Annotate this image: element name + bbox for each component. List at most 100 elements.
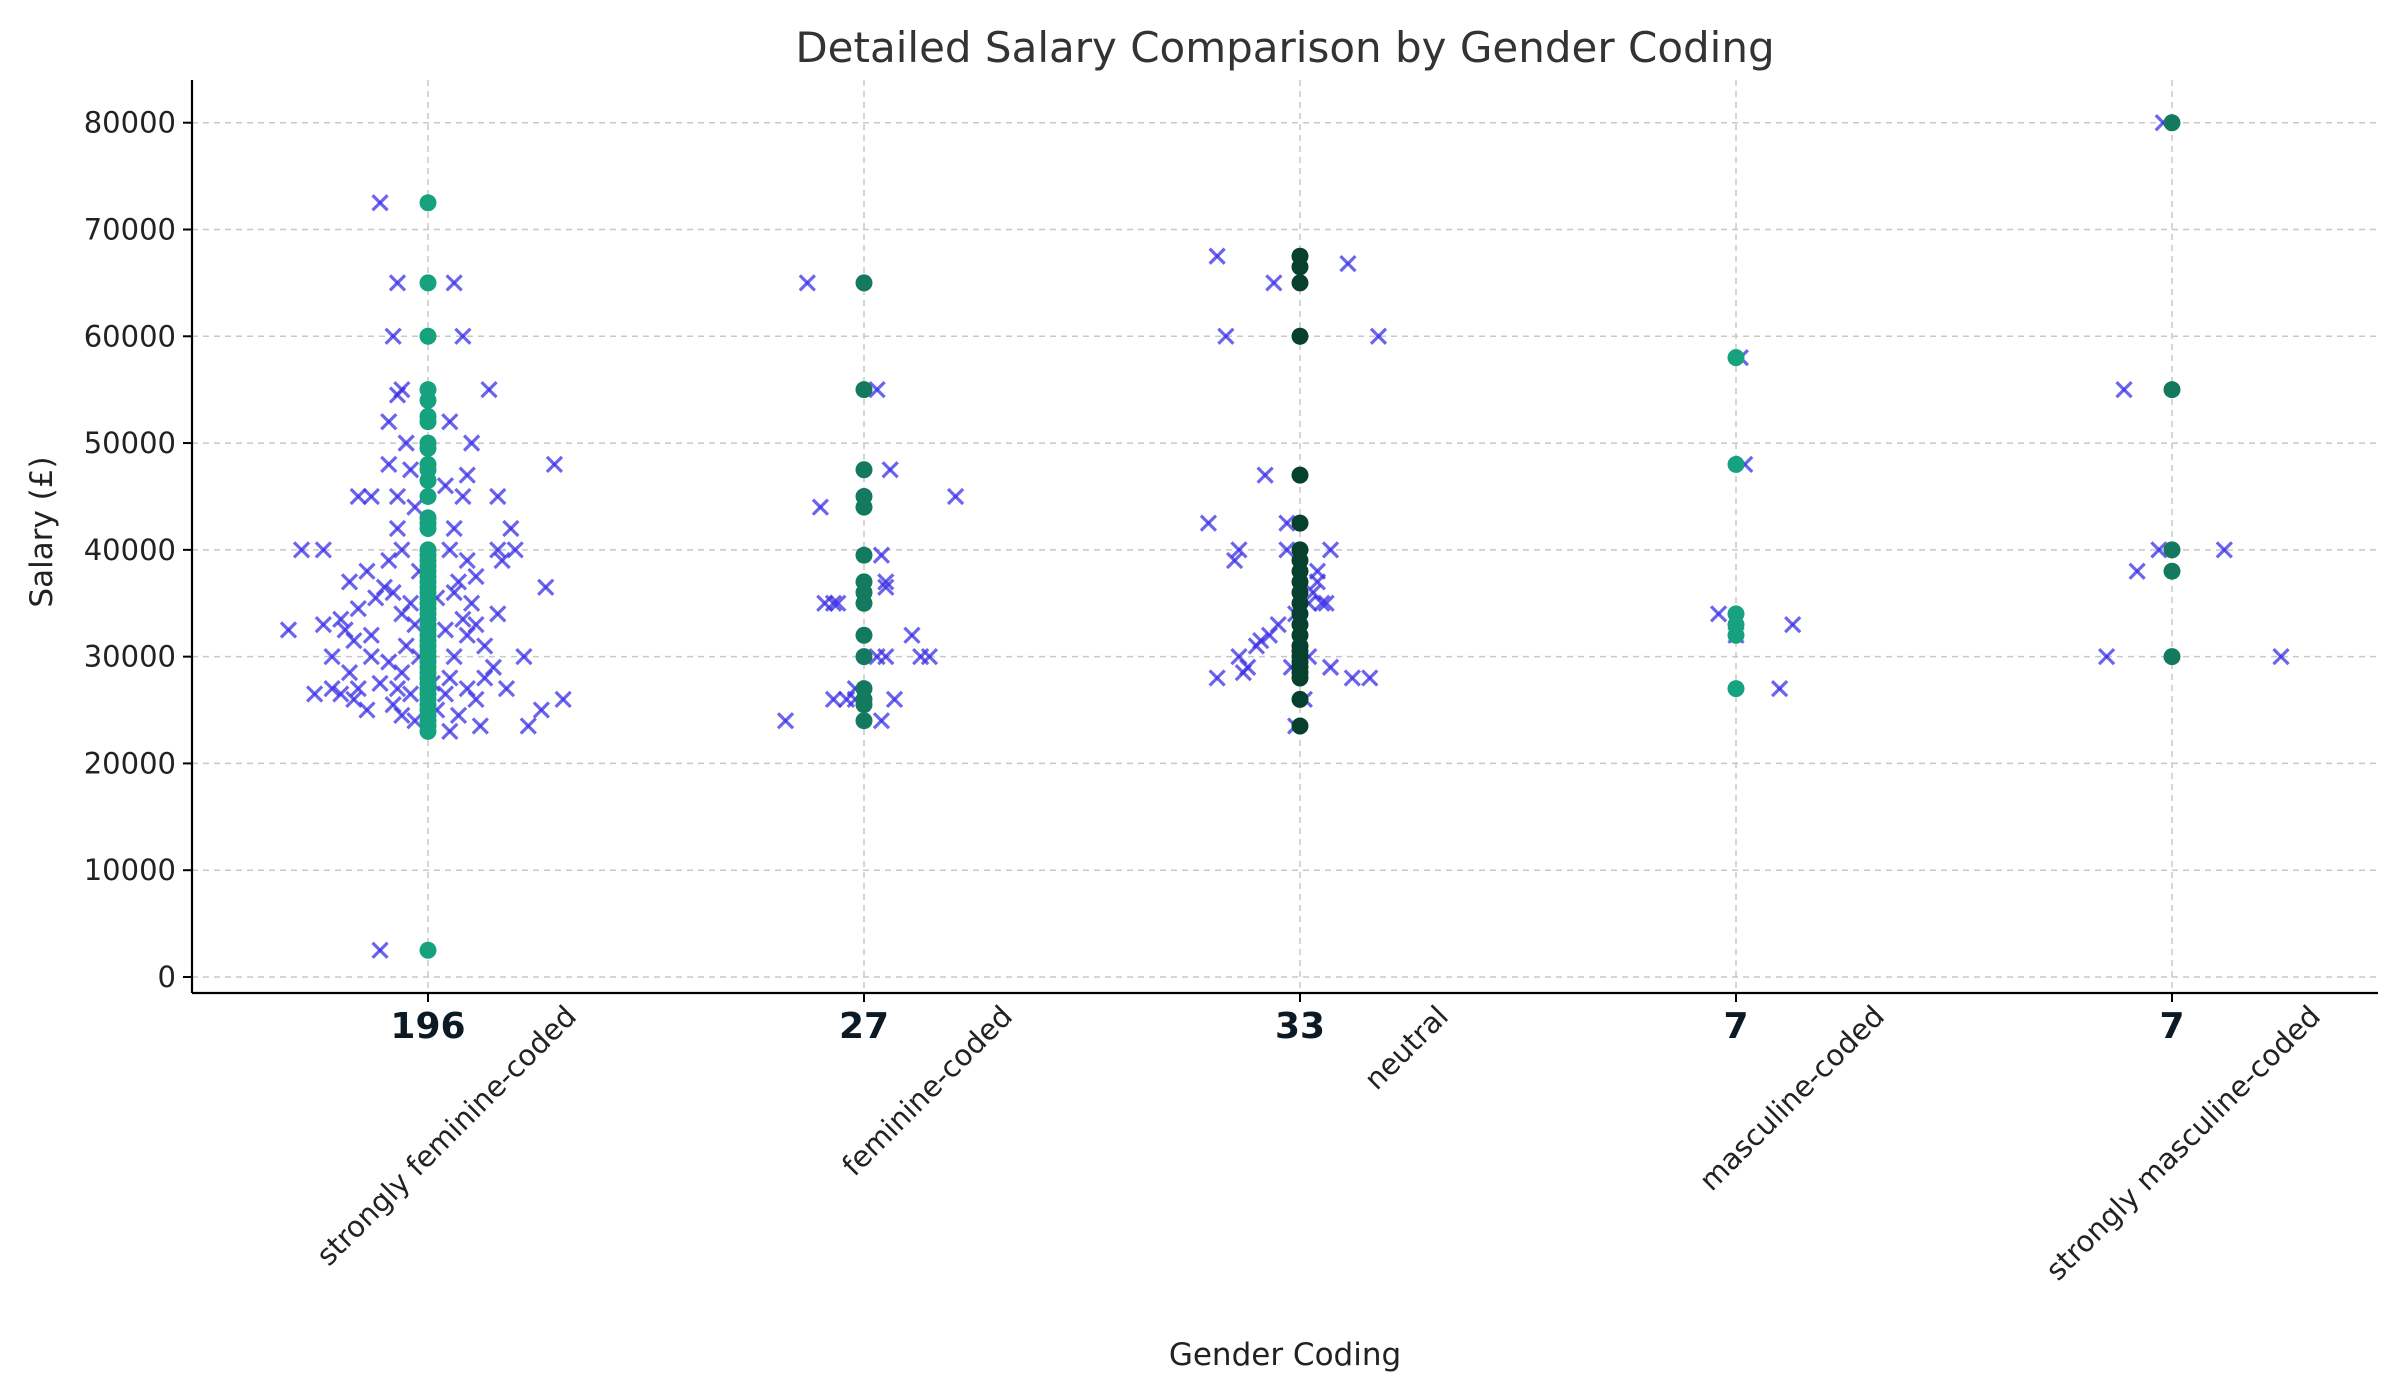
- cross-point: [393, 706, 411, 724]
- cross-stroke: [502, 519, 520, 538]
- dot-point: [419, 519, 437, 537]
- grid-lines: [192, 80, 2378, 993]
- cross-stroke: [449, 706, 468, 724]
- cross-stroke: [2215, 541, 2233, 559]
- cross-stroke: [811, 498, 830, 516]
- cross-point: [2215, 541, 2233, 559]
- cross-point: [345, 690, 363, 708]
- cross-stroke: [2128, 562, 2146, 580]
- cross-point: [436, 621, 455, 639]
- cross-stroke: [436, 685, 455, 703]
- dot-point: [419, 327, 437, 345]
- cross-point: [397, 637, 415, 655]
- cross-point: [903, 626, 921, 644]
- cross-stroke: [445, 583, 463, 602]
- cross-stroke: [358, 562, 376, 580]
- cross-point: [445, 648, 463, 666]
- cross-point: [515, 648, 533, 666]
- cross-stroke: [380, 413, 398, 431]
- cross-stroke: [436, 621, 455, 639]
- cross-point: [380, 551, 398, 570]
- y-axis-label: Salary (£): [24, 456, 60, 607]
- cross-stroke: [824, 690, 843, 708]
- y-tick-label: 20000: [84, 746, 176, 780]
- dot-point: [419, 941, 437, 959]
- cross-stroke: [2150, 541, 2168, 559]
- cross-point: [1343, 669, 1361, 687]
- cross-stroke: [349, 680, 367, 698]
- cross-stroke: [362, 648, 380, 666]
- cross-stroke: [380, 653, 398, 671]
- dot-point: [2163, 381, 2181, 399]
- cross-point: [462, 594, 481, 612]
- cross-point: [1770, 680, 1789, 698]
- cross-stroke: [545, 455, 564, 474]
- cross-stroke: [1321, 541, 1340, 559]
- cross-stroke: [323, 648, 341, 666]
- cross-stroke: [384, 327, 402, 345]
- cross-stroke: [798, 274, 816, 292]
- cross-stroke: [441, 722, 459, 741]
- cross-point: [537, 578, 555, 596]
- cross-stroke: [1234, 664, 1252, 682]
- cross-point: [1321, 541, 1340, 559]
- cross-stroke: [471, 717, 489, 735]
- cross-point: [358, 562, 376, 580]
- cross-point: [397, 434, 415, 452]
- dot-point: [419, 391, 437, 409]
- cross-point: [362, 648, 380, 666]
- cross-stroke: [397, 637, 415, 655]
- cross-stroke: [371, 194, 389, 212]
- dot-point: [419, 274, 437, 292]
- cross-stroke: [332, 685, 350, 703]
- cross-point: [384, 327, 402, 345]
- cross-point: [371, 941, 389, 959]
- cross-stroke: [1343, 669, 1361, 687]
- cross-point: [868, 381, 886, 399]
- cross-stroke: [532, 701, 550, 719]
- cross-point: [314, 541, 332, 559]
- cross-point: [393, 664, 411, 682]
- cross-point: [371, 194, 389, 212]
- cross-stroke: [467, 690, 485, 708]
- cross-stroke: [506, 541, 524, 559]
- y-tick-label: 80000: [84, 106, 176, 140]
- dot-point: [855, 498, 873, 516]
- cross-point: [367, 589, 385, 607]
- cross-stroke: [476, 669, 494, 687]
- cross-stroke: [885, 690, 904, 708]
- cross-point: [441, 669, 459, 687]
- cross-point: [345, 631, 363, 650]
- dot-point: [855, 546, 873, 564]
- cross-point: [340, 573, 359, 591]
- cross-point: [323, 680, 341, 698]
- cross-stroke: [323, 680, 341, 698]
- cross-point: [545, 455, 564, 474]
- cross-stroke: [537, 578, 555, 596]
- cross-point: [824, 690, 843, 708]
- cross-point: [877, 648, 895, 666]
- cross-point: [1278, 514, 1296, 532]
- cross-point: [480, 381, 498, 399]
- y-tick-label: 70000: [84, 212, 176, 246]
- cross-point: [371, 674, 389, 692]
- cross-stroke: [345, 631, 363, 650]
- cross-stroke: [2097, 648, 2116, 666]
- cross-stroke: [489, 541, 507, 559]
- cross-point: [476, 669, 494, 687]
- cross-point: [279, 621, 298, 639]
- dot-point: [2163, 541, 2181, 559]
- cross-point: [1361, 669, 1379, 687]
- dot-point: [419, 413, 437, 431]
- cross-point: [441, 722, 459, 741]
- cross-stroke: [1304, 583, 1322, 602]
- cross-stroke: [476, 637, 494, 655]
- cross-point: [824, 594, 843, 612]
- cross-stroke: [1361, 669, 1379, 687]
- cross-point: [441, 541, 459, 559]
- category-count: 7: [2159, 1006, 2184, 1047]
- cross-point: [776, 712, 795, 730]
- y-tick-label: 0: [158, 960, 176, 994]
- cross-stroke: [877, 648, 895, 666]
